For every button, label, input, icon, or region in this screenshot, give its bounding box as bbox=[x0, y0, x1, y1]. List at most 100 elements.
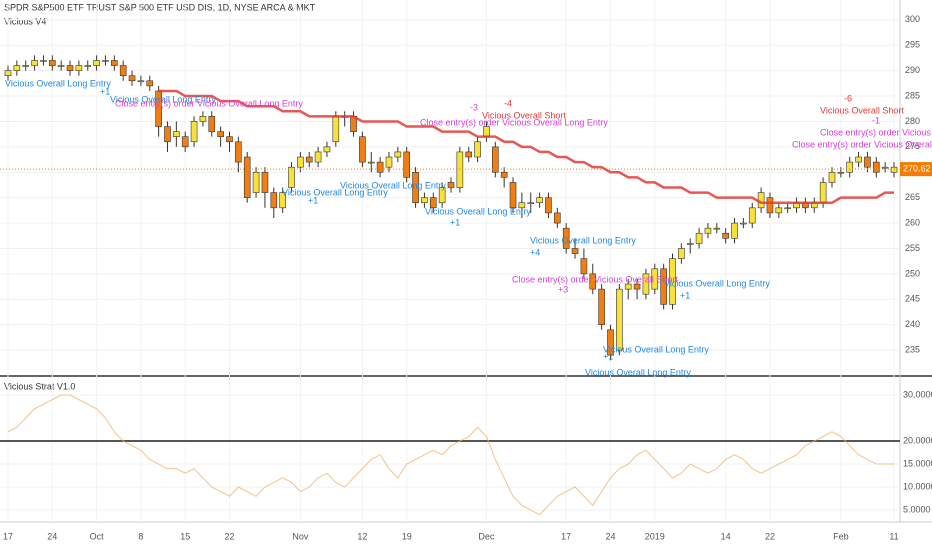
x-tick-label: 22 bbox=[765, 531, 775, 541]
x-tick-label: 17 bbox=[561, 531, 571, 541]
candle-body bbox=[297, 156, 304, 168]
annotation: +4 bbox=[530, 247, 540, 257]
candle-body bbox=[545, 197, 552, 214]
candle-body bbox=[881, 166, 889, 169]
x-tick-label: 22 bbox=[224, 531, 234, 541]
candle-body bbox=[323, 146, 331, 153]
x-tick-label: Feb bbox=[833, 531, 849, 541]
annotation: Vicious Overall Short bbox=[482, 110, 566, 120]
annotation: Close entry(s) order Vicious Overall Sho… bbox=[820, 127, 932, 137]
candle-body bbox=[589, 273, 597, 290]
candle-body bbox=[199, 116, 207, 122]
y-tick-label: 245 bbox=[905, 294, 920, 304]
y-tick-label: 10.0000 bbox=[903, 481, 932, 491]
panel-title: Vicious Strat V1.0 bbox=[4, 381, 75, 391]
candle-body bbox=[217, 131, 224, 137]
candle-body bbox=[562, 227, 570, 249]
oscillator-line bbox=[7, 394, 894, 516]
candle-body bbox=[819, 182, 827, 204]
y-tick-label: 235 bbox=[905, 344, 920, 354]
candle-body bbox=[13, 65, 21, 71]
candle-body bbox=[447, 182, 455, 188]
y-tick-label: 5.0000 bbox=[903, 504, 931, 514]
annotation: -3 bbox=[470, 102, 478, 112]
candle-body bbox=[128, 75, 136, 82]
candle-body bbox=[864, 156, 871, 168]
annotation: Close entry(s) order Vicious Overall Lon… bbox=[115, 98, 303, 108]
candle-body bbox=[4, 70, 12, 77]
y-tick-label: 240 bbox=[905, 319, 920, 329]
y-tick-label: 295 bbox=[905, 40, 920, 50]
x-tick-label: 8 bbox=[138, 531, 143, 541]
annotation: Vicious Overall Long Entry bbox=[340, 180, 446, 190]
candle-body bbox=[48, 60, 56, 66]
candle-body bbox=[766, 197, 774, 214]
candle-body bbox=[438, 187, 446, 204]
candle-body bbox=[22, 65, 30, 67]
candle-body bbox=[314, 151, 322, 163]
candle-body bbox=[846, 161, 854, 173]
candle-body bbox=[57, 65, 65, 67]
candle-body bbox=[731, 222, 738, 239]
candle-body bbox=[102, 60, 109, 62]
candle-body bbox=[828, 171, 836, 183]
candle-body bbox=[146, 80, 154, 87]
candle-body bbox=[571, 248, 579, 254]
overlay-line bbox=[158, 89, 894, 204]
candle-body bbox=[181, 136, 189, 148]
candle-body bbox=[580, 258, 588, 275]
candle-body bbox=[491, 146, 499, 173]
candle-body bbox=[93, 60, 100, 66]
annotation: Vicious Overall Long Entry bbox=[282, 187, 388, 197]
candle-body bbox=[66, 65, 74, 71]
annotation: Close entry(s) order Vicious Overall Sho… bbox=[792, 139, 932, 149]
indicator-name: Vicious V4 bbox=[4, 16, 46, 26]
candle-body bbox=[235, 141, 242, 163]
y-tick-label: 280 bbox=[905, 116, 920, 126]
annotation: -4 bbox=[504, 98, 512, 108]
x-tick-label: 14 bbox=[721, 531, 731, 541]
candle-body bbox=[305, 156, 313, 163]
candle-body bbox=[359, 136, 366, 163]
annotation: +1 bbox=[100, 86, 110, 96]
annotation: +1 bbox=[308, 195, 318, 205]
candle-body bbox=[837, 171, 845, 174]
x-tick-label: 19 bbox=[402, 531, 412, 541]
annotation: Vicious Overall Long Entry bbox=[603, 344, 709, 354]
candle-body bbox=[704, 227, 712, 234]
candle-body bbox=[633, 283, 641, 290]
annotation: -6 bbox=[844, 93, 852, 103]
candle-body bbox=[651, 268, 659, 290]
candle-body bbox=[412, 171, 419, 204]
annotation: Vicious Overall Long Entry bbox=[110, 94, 216, 104]
candle-body bbox=[872, 161, 880, 173]
candle-body bbox=[527, 202, 535, 205]
candle-body bbox=[429, 197, 437, 209]
annotation: +1 bbox=[680, 290, 690, 300]
candle-body bbox=[385, 156, 393, 168]
candle-body bbox=[84, 65, 92, 67]
candle-body bbox=[403, 151, 411, 178]
chart-title: SPDR S&P500 ETF TRUST S&P 500 ETF USD DI… bbox=[4, 2, 316, 12]
candle-body bbox=[474, 141, 481, 158]
y-tick-label: 275 bbox=[905, 141, 920, 151]
y-tick-label: 30.0000 bbox=[903, 389, 932, 399]
candle-body bbox=[607, 329, 614, 356]
candle-body bbox=[483, 126, 490, 137]
candle-body bbox=[713, 227, 721, 230]
annotation: Close entry(s) order Vicious Overall Sho… bbox=[512, 274, 678, 284]
x-tick-label: 15 bbox=[180, 531, 190, 541]
annotation: Vicious Overall Long Entry bbox=[530, 235, 636, 245]
y-tick-label: 285 bbox=[905, 90, 920, 100]
y-tick-label: 265 bbox=[905, 192, 920, 202]
last-price-label: 270.62 bbox=[903, 163, 931, 173]
annotation: Vicious Overall Short bbox=[820, 105, 904, 115]
candle-body bbox=[288, 166, 295, 188]
annotation: Vicious Overall Long Entry bbox=[425, 206, 531, 216]
x-tick-label: 24 bbox=[47, 531, 57, 541]
candle-body bbox=[855, 156, 862, 163]
candle-body bbox=[695, 232, 703, 244]
y-tick-label: 250 bbox=[905, 268, 920, 278]
